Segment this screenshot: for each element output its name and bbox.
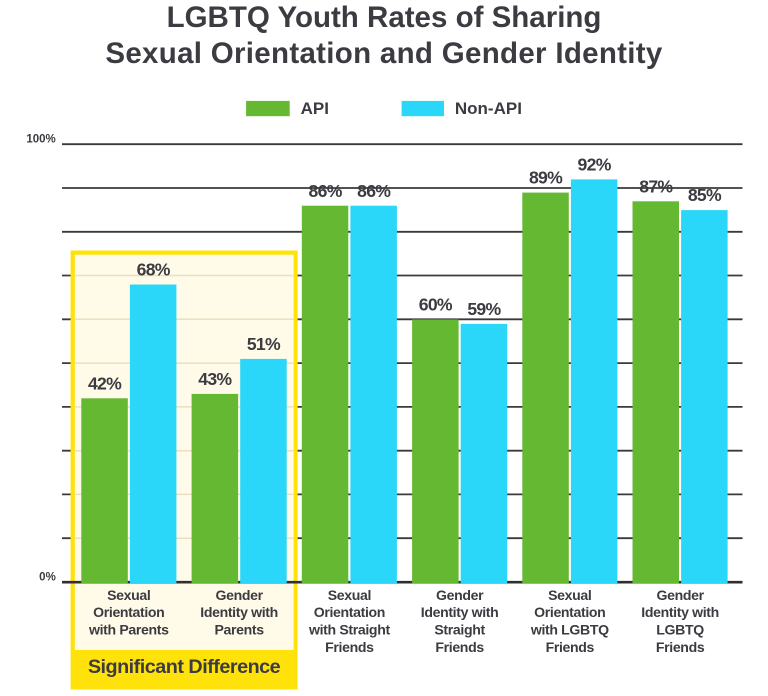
- svg-text:Significant Difference: Significant Difference: [88, 656, 281, 678]
- svg-text:Identity with: Identity with: [200, 604, 278, 620]
- svg-text:89%: 89%: [529, 168, 563, 188]
- svg-text:LGBTQ Youth Rates of Sharing: LGBTQ Youth Rates of Sharing: [167, 1, 602, 34]
- svg-text:86%: 86%: [309, 181, 343, 201]
- svg-text:Sexual: Sexual: [107, 587, 150, 603]
- svg-text:API: API: [301, 99, 329, 118]
- svg-text:100%: 100%: [26, 134, 55, 146]
- svg-text:Gender: Gender: [656, 587, 704, 603]
- svg-text:0%: 0%: [39, 572, 56, 584]
- svg-text:85%: 85%: [688, 185, 722, 205]
- svg-text:Identity with: Identity with: [421, 604, 499, 620]
- svg-text:Friends: Friends: [325, 639, 374, 655]
- svg-text:Friends: Friends: [656, 639, 705, 655]
- svg-text:Sexual: Sexual: [548, 587, 591, 603]
- svg-text:51%: 51%: [247, 334, 281, 354]
- svg-text:86%: 86%: [357, 181, 391, 201]
- svg-text:Identity with: Identity with: [641, 604, 719, 620]
- svg-text:Straight: Straight: [434, 622, 485, 638]
- svg-text:Gender: Gender: [215, 587, 263, 603]
- svg-text:43%: 43%: [198, 369, 232, 389]
- svg-text:59%: 59%: [467, 299, 501, 319]
- svg-text:Orientation: Orientation: [93, 604, 164, 620]
- svg-text:Sexual: Sexual: [328, 587, 371, 603]
- svg-text:Non-API: Non-API: [455, 99, 522, 118]
- svg-text:42%: 42%: [88, 373, 122, 393]
- svg-text:Sexual Orientation and Gender: Sexual Orientation and Gender Identity: [105, 37, 663, 70]
- svg-text:with Straight: with Straight: [308, 622, 390, 638]
- svg-text:Friends: Friends: [435, 639, 484, 655]
- svg-text:Friends: Friends: [546, 639, 595, 655]
- svg-text:87%: 87%: [639, 176, 673, 196]
- svg-text:LGBTQ: LGBTQ: [656, 622, 704, 638]
- svg-text:Orientation: Orientation: [314, 604, 385, 620]
- svg-text:Orientation: Orientation: [534, 604, 605, 620]
- svg-text:68%: 68%: [137, 260, 171, 280]
- svg-text:with LGBTQ: with LGBTQ: [530, 622, 609, 638]
- svg-text:92%: 92%: [578, 155, 612, 175]
- svg-text:60%: 60%: [419, 295, 453, 315]
- svg-text:Gender: Gender: [436, 587, 484, 603]
- svg-text:with Parents: with Parents: [88, 622, 169, 638]
- svg-text:Parents: Parents: [214, 622, 264, 638]
